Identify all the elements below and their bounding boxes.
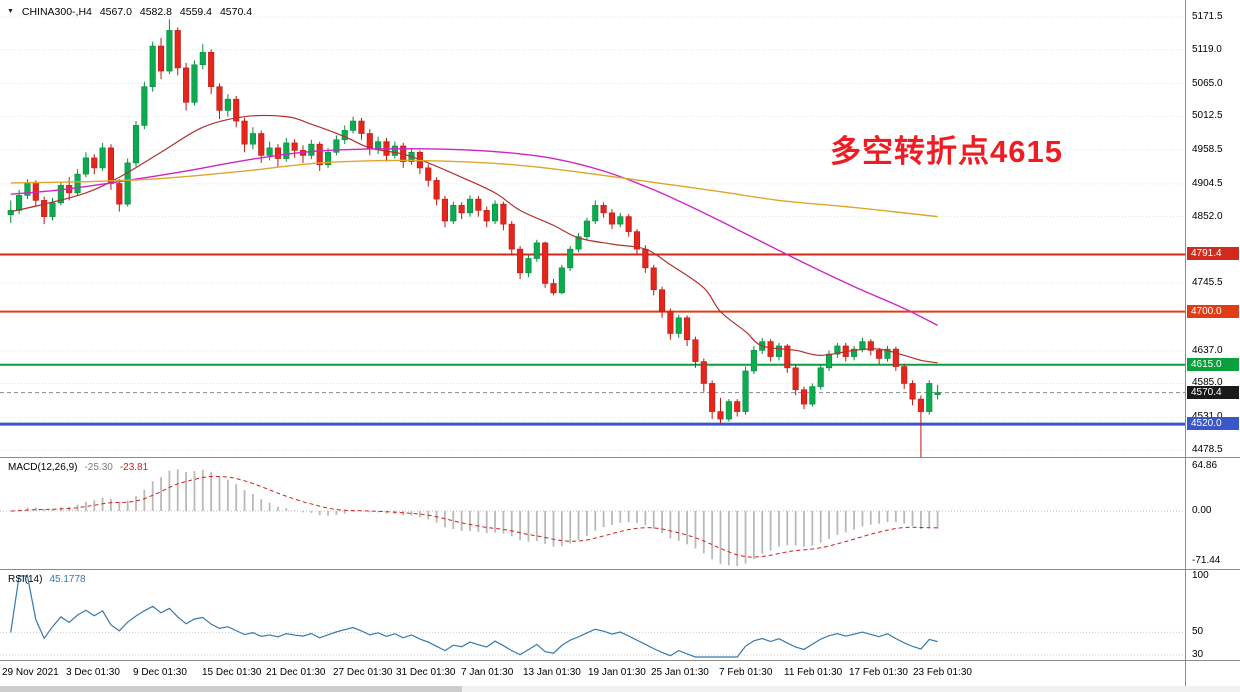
time-axis[interactable]: 29 Nov 2021 3 Dec 01:30 9 Dec 01:30 15 Dec … xyxy=(0,661,1185,686)
close-value: 4570.4 xyxy=(219,6,253,18)
rsi-value: 45.1778 xyxy=(49,574,86,585)
price-tick-label: 4585.0 xyxy=(1192,377,1223,389)
open-value: 4567.0 xyxy=(99,6,132,18)
rsi-canvas[interactable] xyxy=(0,570,1185,660)
price-tick-label: 4637.0 xyxy=(1192,344,1223,356)
panel-divider[interactable] xyxy=(0,569,1240,570)
price-level-badge: 4791.4 xyxy=(1187,247,1239,261)
price-tick-label: 5119.0 xyxy=(1192,43,1222,55)
macd-axis-label: 0.00 xyxy=(1192,505,1212,516)
macd-axis-label: -71.44 xyxy=(1192,554,1221,566)
time-axis-label: 3 Dec 01:30 xyxy=(66,667,120,678)
price-tick-label: 4852.0 xyxy=(1192,210,1223,222)
ma-mid-line xyxy=(10,148,938,326)
price-tick-label: 4531.0 xyxy=(1192,411,1223,422)
macd-main-value: -25.30 xyxy=(84,462,113,473)
rsi-line xyxy=(10,575,938,658)
price-tick-label: 5171.5 xyxy=(1192,11,1223,22)
price-tick-label: 5012.5 xyxy=(1192,110,1223,122)
macd-histogram xyxy=(18,469,939,566)
rsi-panel[interactable]: RSI(14) 45.1778 xyxy=(0,570,1185,660)
rsi-axis-label: 30 xyxy=(1192,649,1204,660)
one-click-trading-expander-icon[interactable]: ▼ xyxy=(7,8,14,15)
time-axis-label: 23 Feb 01:30 xyxy=(913,667,972,678)
candles xyxy=(7,19,941,457)
time-axis-label: 21 Dec 01:30 xyxy=(266,667,326,678)
main-chart-canvas[interactable] xyxy=(0,0,1185,457)
rsi-axis-label: 100 xyxy=(1192,570,1209,581)
time-axis-label: 15 Dec 01:30 xyxy=(202,667,262,678)
macd-panel[interactable]: MACD(12,26,9) -25.30 -23.81 xyxy=(0,458,1185,569)
macd-label: MACD(12,26,9) xyxy=(8,462,78,473)
ma-fast-line xyxy=(10,114,938,364)
macd-header: MACD(12,26,9) -25.30 -23.81 xyxy=(8,462,148,473)
price-level-badge: 4615.0 xyxy=(1187,357,1239,371)
horizontal-level-lines[interactable] xyxy=(0,253,1185,426)
time-axis-label: 25 Jan 01:30 xyxy=(651,667,709,678)
price-tick-label: 4958.5 xyxy=(1192,144,1223,156)
time-axis-label: 19 Jan 01:30 xyxy=(588,667,646,678)
macd-axis-label: 64.86 xyxy=(1192,459,1218,471)
time-axis-label: 7 Feb 01:30 xyxy=(719,667,773,678)
time-axis-label: 27 Dec 01:30 xyxy=(333,667,393,678)
time-axis-label: 9 Dec 01:30 xyxy=(133,667,187,678)
time-axis-label: 13 Jan 01:30 xyxy=(523,667,581,678)
current-price-badge: 4570.4 xyxy=(1187,385,1239,399)
price-tick-label: 5065.0 xyxy=(1192,77,1223,89)
price-axis[interactable]: 5171.5 5119.0 5065.0 5012.5 4958.5 4904.5 4852… xyxy=(1185,0,1240,686)
chart-title: ▼ CHINA300-,H4 4567.0 4582.8 4559.4 4570… xyxy=(7,6,257,18)
price-level-badge: 4520.0 xyxy=(1187,417,1239,431)
price-tick-label: 4904.5 xyxy=(1192,177,1223,189)
macd-signal-line xyxy=(10,475,938,558)
macd-signal-value: -23.81 xyxy=(119,462,149,473)
low-value: 4559.4 xyxy=(179,6,213,18)
price-tick-label: 4745.5 xyxy=(1192,277,1223,289)
symbol-timeframe-label: CHINA300-,H4 xyxy=(21,6,92,18)
panel-divider xyxy=(0,660,1240,661)
grid-lines xyxy=(0,16,1185,451)
time-axis-label: 29 Nov 2021 xyxy=(2,667,59,678)
rsi-axis-label: 50 xyxy=(1192,626,1204,638)
time-axis-label: 7 Jan 01:30 xyxy=(461,667,514,678)
rsi-header: RSI(14) 45.1778 xyxy=(8,574,86,585)
scrollbar-thumb[interactable] xyxy=(0,686,462,692)
rsi-label: RSI(14) xyxy=(8,574,43,585)
panel-divider[interactable] xyxy=(0,457,1240,458)
time-axis-label: 31 Dec 01:30 xyxy=(396,667,456,678)
price-level-badge: 4700.0 xyxy=(1187,304,1239,318)
main-chart-panel[interactable]: ▼ CHINA300-,H4 4567.0 4582.8 4559.4 4570… xyxy=(0,0,1185,457)
horizontal-scrollbar[interactable] xyxy=(0,686,1240,692)
ma-slow-line xyxy=(10,159,938,218)
annotation-text[interactable]: 多空转折点4615 xyxy=(830,134,1063,169)
high-value: 4582.8 xyxy=(139,6,172,18)
time-axis-label: 11 Feb 01:30 xyxy=(784,667,843,678)
price-tick-label: 4478.5 xyxy=(1192,444,1223,455)
time-axis-label: 17 Feb 01:30 xyxy=(849,667,908,678)
macd-canvas[interactable] xyxy=(0,458,1185,569)
